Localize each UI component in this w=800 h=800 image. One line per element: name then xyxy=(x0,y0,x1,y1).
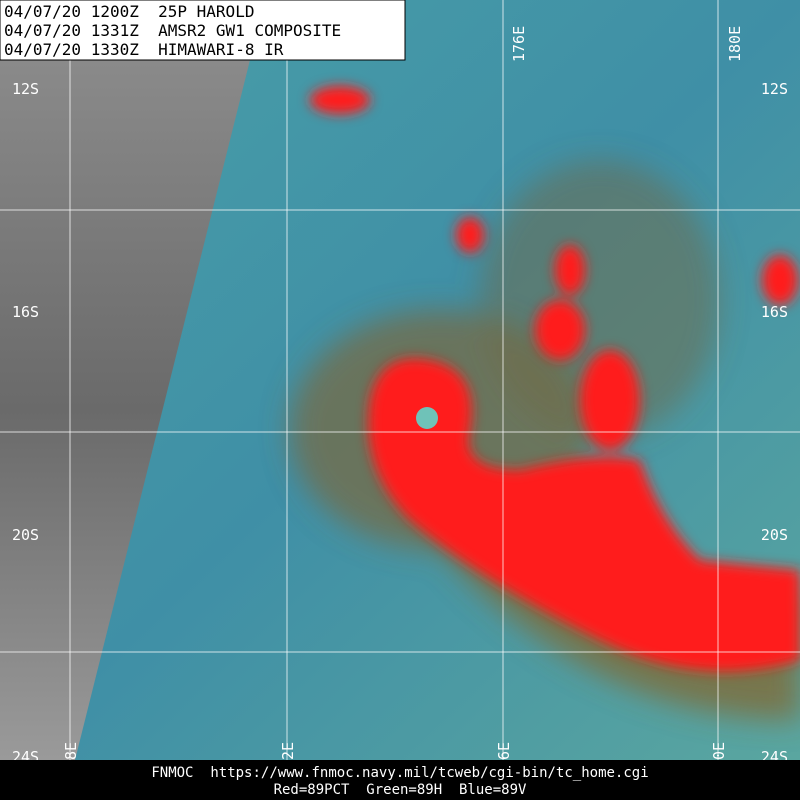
lat-label: 16S xyxy=(761,303,788,321)
lon-label: 2E xyxy=(279,742,297,760)
lat-label: 20S xyxy=(761,526,788,544)
lat-label: 16S xyxy=(12,303,39,321)
lon-label: 0E xyxy=(710,742,728,760)
footer-line: FNMOC https://www.fnmoc.navy.mil/tcweb/c… xyxy=(151,765,648,781)
lon-label: 176E xyxy=(510,26,528,62)
red-convection xyxy=(310,86,800,672)
grid xyxy=(0,0,800,760)
header-line: 04/07/20 1200Z 25P HAROLD xyxy=(4,2,254,21)
lat-label: 12S xyxy=(12,80,39,98)
footer-line: Red=89PCT Green=89H Blue=89V xyxy=(274,782,527,798)
header-line: 04/07/20 1330Z HIMAWARI-8 IR xyxy=(4,40,284,59)
lon-label: 6E xyxy=(495,742,513,760)
footer-bar xyxy=(0,760,800,800)
cyclone-eye xyxy=(416,407,438,429)
header-box xyxy=(0,0,406,61)
header-line: 04/07/20 1331Z AMSR2 GW1 COMPOSITE xyxy=(4,21,341,40)
lon-label: 180E xyxy=(726,26,744,62)
lat-label: 12S xyxy=(761,80,788,98)
ir-image xyxy=(0,60,250,760)
lon-label: 8E xyxy=(62,742,80,760)
lat-label: 20S xyxy=(12,526,39,544)
